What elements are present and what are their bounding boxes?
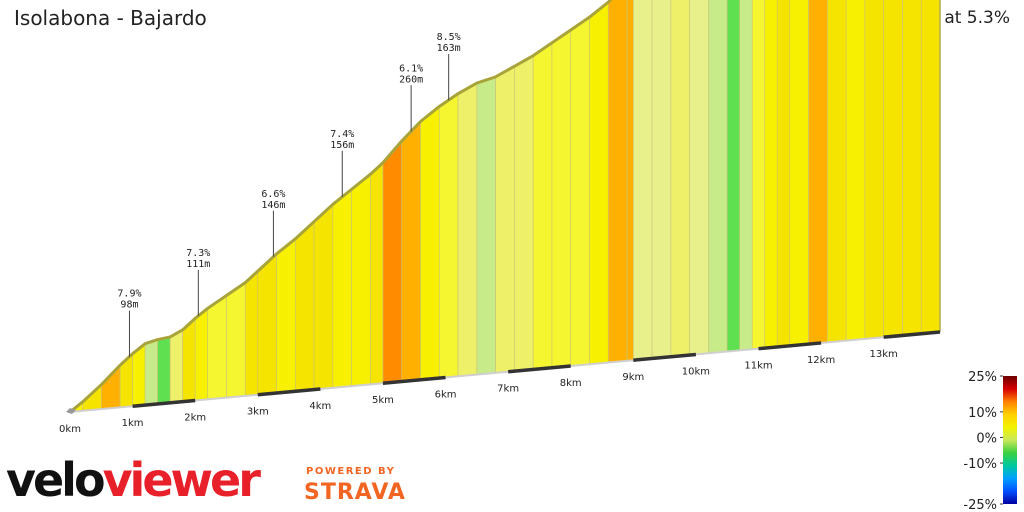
gradient-segment: [144, 339, 158, 406]
legend-tick-label: -10%: [963, 457, 997, 472]
km-tick-label: 13km: [870, 349, 898, 360]
annotation-grade: 6.1%: [399, 63, 423, 74]
km-tick-label: 10km: [682, 366, 710, 377]
gradient-segment: [313, 203, 334, 390]
veloviewer-logo: veloviewer: [6, 452, 261, 508]
km-scale-bar: [257, 387, 321, 397]
gradient-segment: [883, 0, 903, 338]
powered-by-label: POWERED BY: [306, 466, 396, 477]
gradient-segment: [332, 188, 352, 389]
km-scale-bar: [382, 375, 446, 385]
legend-tick-label: 0%: [976, 431, 997, 446]
gradient-segment: [100, 364, 121, 410]
gradient-segment: [589, 1, 609, 365]
profile-ridge: [69, 0, 613, 414]
gradient-segment: [607, 0, 628, 363]
km-tick-label: 5km: [372, 395, 394, 406]
gradient-segment: [764, 0, 778, 349]
km-tick-label: 0km: [59, 424, 81, 435]
annotation-grade: 6.6%: [261, 189, 285, 200]
km-tick-label: 2km: [184, 412, 206, 423]
gradient-segment: [633, 0, 653, 361]
legend-tick-label: 10%: [968, 406, 997, 421]
logo-velo: velo: [6, 453, 106, 507]
annotation-grade: 8.5%: [437, 32, 461, 43]
gradient-segment: [457, 82, 478, 377]
profile-start-cap: [66, 408, 76, 414]
gradient-segment: [708, 0, 728, 354]
gradient-segment: [257, 253, 277, 396]
km-tick-label: 6km: [435, 389, 457, 400]
km-tick-label: 8km: [560, 378, 582, 389]
gradient-segment: [902, 0, 922, 336]
annotation-length: 146m: [261, 200, 285, 211]
km-scale-bar: [883, 330, 941, 339]
gradient-segment: [751, 0, 766, 350]
strava-logo: STRAVA: [304, 480, 406, 505]
gradient-segment: [382, 140, 403, 384]
km-scale-bar: [633, 352, 697, 362]
gradient-segment: [169, 329, 183, 404]
gradient-segment: [651, 0, 672, 359]
gradient-segment: [808, 0, 828, 345]
gradient-segment: [182, 317, 196, 402]
gradient-segment: [351, 173, 371, 387]
gradient-segment: [157, 336, 171, 405]
km-tick-label: 3km: [247, 407, 269, 418]
gradient-segment: [401, 120, 421, 382]
gradient-segment: [864, 0, 884, 340]
gradient-segment: [670, 0, 690, 358]
gradient-segment: [827, 0, 847, 343]
km-scale-bar: [132, 398, 196, 408]
gradient-segment: [570, 16, 590, 367]
gradient-segment: [295, 220, 315, 392]
gradient-segment: [726, 0, 741, 352]
km-tick-label: 4km: [309, 401, 331, 412]
annotation-length: 98m: [120, 300, 138, 311]
page-title: Isolabona - Bajardo: [14, 6, 207, 30]
km-tick-label: 1km: [122, 418, 144, 429]
gradient-segment: [495, 65, 515, 374]
gradient-segment: [551, 29, 572, 369]
annotation-length: 156m: [330, 140, 354, 151]
gradient-segment: [420, 105, 440, 381]
annotation-grade: 7.3%: [186, 248, 210, 259]
legend-tick-label: -25%: [963, 498, 997, 512]
km-tick-label: 7km: [497, 384, 519, 395]
annotation-length: 111m: [186, 259, 210, 270]
annotation-length: 260m: [399, 74, 423, 85]
gradient-segment: [845, 0, 866, 341]
annotation-grade: 7.9%: [117, 289, 141, 300]
gradient-segment: [276, 238, 296, 394]
gradient-legend-bar: [1003, 376, 1017, 504]
gradient-segment: [532, 42, 553, 370]
gradient-segment: [789, 0, 809, 347]
km-scale-bar: [507, 364, 571, 374]
logo-viewer: viewer: [102, 453, 261, 507]
gradient-segment: [689, 0, 709, 356]
annotation-length: 163m: [437, 43, 461, 54]
gradient-segment: [626, 0, 634, 362]
km-tick-label: 11km: [744, 361, 772, 372]
gradient-segment: [739, 0, 753, 351]
legend-tick-label: 25%: [968, 370, 997, 385]
km-tick-label: 9km: [622, 372, 644, 383]
annotation-grade: 7.4%: [330, 129, 354, 140]
gradient-segment: [514, 55, 534, 372]
gradient-segment: [370, 162, 384, 385]
gradient-segment: [244, 270, 259, 397]
gradient-segment: [194, 307, 208, 401]
gradient-segment: [776, 0, 791, 348]
gradient-segment: [476, 76, 496, 375]
km-tick-label: 12km: [807, 355, 835, 366]
gradient-segment: [226, 282, 246, 398]
gradient-segment: [438, 93, 459, 379]
gradient-segment: [920, 0, 941, 335]
gradient-segment: [207, 294, 227, 400]
km-scale-bar: [758, 341, 822, 351]
